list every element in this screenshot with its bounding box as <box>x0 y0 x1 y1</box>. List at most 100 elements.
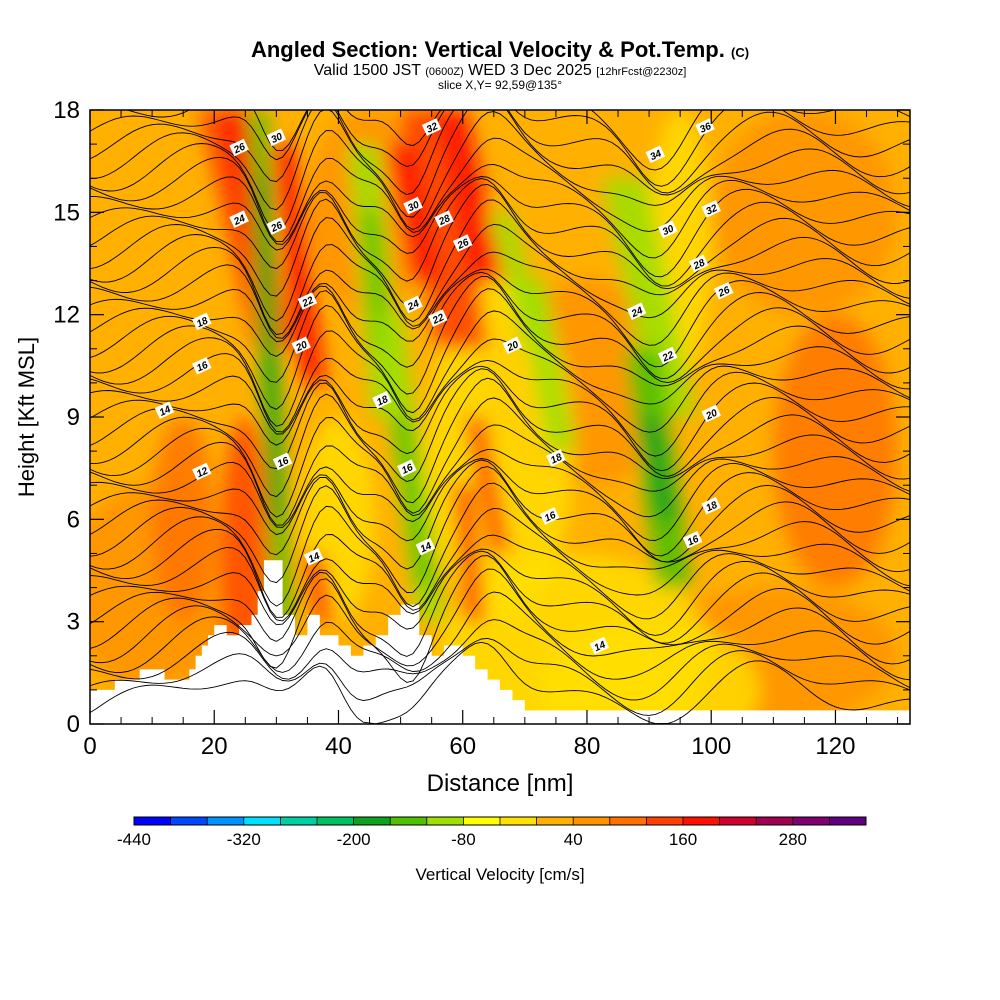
x-tick-label: 40 <box>325 733 352 760</box>
theta-contour-line <box>90 271 910 380</box>
svg-text:20: 20 <box>294 339 310 354</box>
colorbar-tick-label: 40 <box>564 830 583 849</box>
colorbar: -440 -320 -200 -80 40 160 280 <box>117 816 867 849</box>
contour-label: 22 <box>297 292 318 310</box>
theta-contour-line <box>90 111 910 233</box>
contour-label: 28 <box>434 210 454 228</box>
y-axis-label: Height [Kft MSL] <box>14 337 39 497</box>
svg-text:24: 24 <box>405 298 421 313</box>
contour-label: 26 <box>266 217 287 235</box>
x-tick-label: 20 <box>201 733 228 760</box>
svg-text:26: 26 <box>455 237 471 252</box>
theta-contour-line <box>90 184 910 307</box>
theta-contour-line <box>90 591 910 681</box>
svg-text:34: 34 <box>649 148 664 163</box>
y-tick-label: 0 <box>67 711 80 738</box>
colorbar-swatch <box>829 817 867 825</box>
contour-label: 12 <box>192 462 212 481</box>
svg-text:22: 22 <box>660 349 676 364</box>
svg-text:30: 30 <box>270 131 285 146</box>
theta-contour-line <box>90 424 910 526</box>
svg-text:18: 18 <box>195 315 210 330</box>
contour-label: 14 <box>303 548 324 566</box>
x-tick-label: 80 <box>574 733 601 760</box>
contour-label: 16 <box>397 459 417 477</box>
theta-contour-line <box>90 641 910 724</box>
svg-text:22: 22 <box>300 295 316 310</box>
theta-contour-line <box>90 223 910 335</box>
contour-label: 26 <box>452 234 473 252</box>
contour-label: 28 <box>689 254 709 273</box>
theta-contour-line <box>90 176 910 278</box>
svg-text:26: 26 <box>716 285 732 300</box>
theta-contour-line <box>90 288 910 414</box>
svg-text:18: 18 <box>704 500 719 515</box>
svg-text:28: 28 <box>691 257 707 272</box>
theta-contour-line <box>90 275 910 395</box>
theta-contour-line <box>90 534 910 622</box>
colorbar-swatch <box>170 817 208 825</box>
theta-contour-line <box>90 110 910 187</box>
contour-label: 24 <box>626 302 647 320</box>
colorbar-swatch <box>207 817 245 825</box>
colorbar-swatch <box>646 817 684 825</box>
y-tick-label: 18 <box>53 97 80 124</box>
theta-contour-line <box>90 377 910 504</box>
theta-contour-line <box>90 137 910 243</box>
theta-contour-line <box>90 199 910 323</box>
contour-label: 18 <box>192 312 212 331</box>
colorbar-swatch <box>280 817 318 825</box>
theta-contours <box>90 110 910 724</box>
theta-contour-line <box>90 507 910 618</box>
x-axis-label: Distance [nm] <box>427 770 574 797</box>
theta-contour-line <box>90 164 910 259</box>
svg-text:18: 18 <box>549 452 564 467</box>
chart-title: Angled Section: Vertical Velocity & Pot.… <box>250 37 750 62</box>
contour-label: 20 <box>291 336 311 354</box>
theta-contour-line <box>90 466 910 593</box>
svg-text:28: 28 <box>436 213 452 228</box>
y-tick-label: 15 <box>53 199 80 226</box>
contour-label: 18 <box>372 391 392 409</box>
svg-text:18: 18 <box>375 394 390 409</box>
contour-label: 18 <box>701 496 721 515</box>
svg-text:32: 32 <box>425 121 440 136</box>
contour-label: 16 <box>272 452 293 471</box>
svg-text:16: 16 <box>400 462 415 477</box>
contour-labels: 1214161824263026222016143230282624222018… <box>154 118 734 655</box>
contour-label: 16 <box>682 530 703 549</box>
colorbar-swatch <box>353 817 391 825</box>
svg-text:12: 12 <box>195 465 210 480</box>
svg-text:16: 16 <box>543 510 558 525</box>
svg-text:30: 30 <box>406 199 421 214</box>
contour-label: 30 <box>403 196 423 215</box>
y-tick-label: 12 <box>53 302 80 329</box>
colorbar-swatch <box>756 817 794 825</box>
svg-text:26: 26 <box>231 141 247 156</box>
contour-label: 22 <box>428 309 448 327</box>
theta-contour-line <box>90 365 910 472</box>
svg-text:14: 14 <box>158 404 173 419</box>
theta-contour-line <box>90 458 910 557</box>
contour-label: 36 <box>695 118 715 136</box>
contour-label: 26 <box>713 281 734 300</box>
contour-label: 32 <box>421 118 442 136</box>
contour-label: 14 <box>589 636 610 655</box>
colorbar-tick-label: -80 <box>451 830 476 849</box>
colorbar-swatch <box>134 817 172 825</box>
theta-contour-line <box>90 251 910 346</box>
contour-label: 16 <box>192 357 212 375</box>
colorbar-tick-label: -440 <box>117 830 151 849</box>
contour-label: 24 <box>403 295 423 314</box>
terrain <box>90 560 910 724</box>
svg-text:36: 36 <box>698 121 713 136</box>
contour-label: 20 <box>502 336 523 354</box>
svg-text:14: 14 <box>593 639 608 654</box>
colorbar-swatch <box>500 817 538 825</box>
theta-contour-line <box>90 368 910 482</box>
theta-contour-line <box>90 568 910 667</box>
colorbar-swatch <box>463 817 501 825</box>
colorbar-swatch <box>317 817 355 825</box>
svg-text:16: 16 <box>276 455 291 470</box>
